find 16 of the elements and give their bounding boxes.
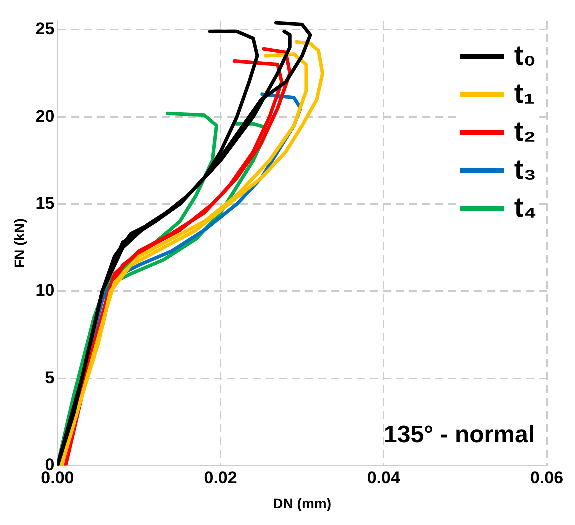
x-axis-title: DN (mm) (273, 495, 332, 512)
y-tick-label: 5 (45, 368, 55, 388)
y-tick-label: 25 (36, 20, 55, 39)
x-tick-label: 0.02 (204, 468, 238, 488)
x-tick-label: 0.06 (530, 468, 564, 488)
legend-label: t₁ (514, 78, 536, 110)
legend-label: t₀ (514, 40, 536, 72)
annotation: 135° - normal (384, 421, 535, 448)
legend-label: t₄ (514, 192, 537, 224)
x-tick-label: 0.04 (367, 468, 401, 488)
y-axis-title: FN (kN) (11, 218, 28, 268)
y-tick-label: 20 (36, 106, 55, 126)
y-tick-label: 10 (36, 281, 55, 300)
y-tick-label: 15 (36, 194, 55, 213)
legend-label: t₂ (514, 116, 536, 148)
legend-label: t₃ (514, 154, 537, 186)
